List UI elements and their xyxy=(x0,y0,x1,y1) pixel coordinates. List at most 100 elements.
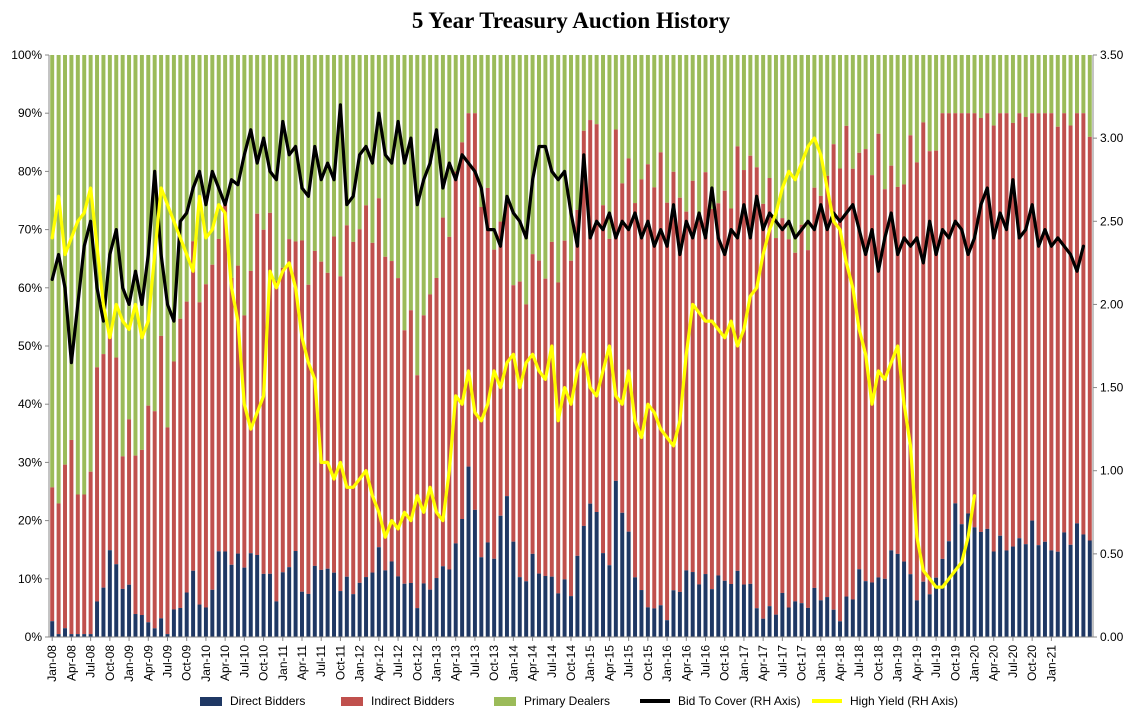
bar-indirect-bidders xyxy=(1075,113,1079,524)
bar-direct-bidders xyxy=(63,628,67,637)
legend-swatch xyxy=(640,699,670,703)
bar-primary-dealers xyxy=(639,55,644,180)
bar-primary-dealers xyxy=(50,55,55,488)
bar-primary-dealers xyxy=(370,55,375,243)
bar-indirect-bidders xyxy=(306,284,311,594)
bar-indirect-bidders xyxy=(998,113,1003,536)
bar-direct-bidders xyxy=(1075,523,1079,637)
bar-direct-bidders xyxy=(492,558,497,637)
bar-group xyxy=(517,55,522,637)
bar-indirect-bidders xyxy=(536,260,541,574)
bar-indirect-bidders xyxy=(850,168,855,600)
bar-group xyxy=(927,55,932,637)
bar-primary-dealers xyxy=(396,55,401,279)
y2-tick-label: 3.50 xyxy=(1100,48,1124,62)
bar-primary-dealers xyxy=(415,55,420,376)
bar-direct-bidders xyxy=(1042,541,1047,637)
bar-indirect-bidders xyxy=(466,113,471,467)
bar-indirect-bidders xyxy=(671,171,676,591)
bar-group xyxy=(998,55,1003,637)
bar-direct-bidders xyxy=(197,604,202,637)
y-tick-label: 20% xyxy=(18,514,42,528)
chart-area: 0% 10% 20% 30% 40% 50% 60% 70% 80% 90% 100% 0.00 0.5… xyxy=(11,48,1124,682)
bar-direct-bidders xyxy=(210,589,215,637)
bar-indirect-bidders xyxy=(287,239,292,568)
y2-tick-label: 2.00 xyxy=(1100,297,1124,311)
y2-tick-label: 3.00 xyxy=(1100,131,1124,145)
x-tick-label: Jan-11 xyxy=(276,645,290,681)
bar-primary-dealers xyxy=(844,55,849,126)
x-tick-label: Jul-17 xyxy=(775,645,789,678)
bar-primary-dealers xyxy=(364,55,369,206)
bar-group xyxy=(677,55,682,637)
x-tick-label: Oct-09 xyxy=(180,645,194,681)
bar-indirect-bidders xyxy=(171,361,176,610)
bar-primary-dealers xyxy=(677,55,682,198)
bar-group xyxy=(332,55,337,637)
bar-indirect-bidders xyxy=(325,272,330,569)
bar-primary-dealers xyxy=(998,55,1003,114)
legend: Direct Bidders Indirect Bidders Primary De… xyxy=(0,694,1142,714)
bar-indirect-bidders xyxy=(88,471,93,635)
bar-indirect-bidders xyxy=(114,357,119,565)
legend-swatch xyxy=(812,699,842,703)
bar-indirect-bidders xyxy=(517,281,522,578)
bar-primary-dealers xyxy=(152,55,157,412)
bar-indirect-bidders xyxy=(300,240,304,592)
legend-item: Indirect Bidders xyxy=(341,694,454,708)
legend-label: High Yield (RH Axis) xyxy=(850,694,959,708)
bar-group xyxy=(1055,55,1060,637)
bar-direct-bidders xyxy=(556,593,561,637)
bar-direct-bidders xyxy=(511,541,516,637)
bar-indirect-bidders xyxy=(569,260,573,597)
x-tick-label: Jul-15 xyxy=(622,645,636,678)
bar-group xyxy=(985,55,990,637)
bar-direct-bidders xyxy=(396,576,401,637)
legend-label: Bid To Cover (RH Axis) xyxy=(678,694,801,708)
bar-primary-dealers xyxy=(543,55,548,279)
bar-direct-bidders xyxy=(133,614,138,637)
bar-indirect-bidders xyxy=(889,165,894,551)
bar-direct-bidders xyxy=(581,525,586,637)
bar-indirect-bidders xyxy=(133,455,138,615)
bar-primary-dealers xyxy=(773,55,778,239)
bar-primary-dealers xyxy=(767,55,772,179)
x-tick-label: Apr-14 xyxy=(526,645,540,681)
bar-primary-dealers xyxy=(1055,55,1060,127)
bar-primary-dealers xyxy=(633,55,638,204)
y-tick-label: 60% xyxy=(18,281,42,295)
bar-direct-bidders xyxy=(780,592,785,637)
x-tick-label: Apr-08 xyxy=(64,645,78,681)
bar-indirect-bidders xyxy=(1017,113,1022,539)
bar-group xyxy=(735,55,740,637)
x-tick-label: Apr-16 xyxy=(679,645,693,681)
x-tick-label: Oct-17 xyxy=(795,645,809,681)
bar-group xyxy=(191,55,196,637)
bar-group xyxy=(645,55,650,637)
bar-group xyxy=(127,55,132,637)
bar-primary-dealers xyxy=(940,55,945,114)
bar-group xyxy=(620,55,625,637)
y-tick-label: 80% xyxy=(18,164,42,178)
bar-primary-dealers xyxy=(242,55,247,316)
bar-direct-bidders xyxy=(889,550,894,637)
bar-indirect-bidders xyxy=(870,175,875,583)
bar-group xyxy=(1017,55,1022,637)
bar-group xyxy=(889,55,894,637)
bar-group xyxy=(229,55,234,637)
x-tick-label: Jul-09 xyxy=(160,645,174,678)
bar-primary-dealers xyxy=(376,55,381,199)
bar-indirect-bidders xyxy=(178,318,183,608)
bar-direct-bidders xyxy=(434,578,439,637)
x-tick-label: Jul-11 xyxy=(314,645,328,677)
bar-primary-dealers xyxy=(235,55,240,266)
bar-indirect-bidders xyxy=(370,242,375,573)
x-tick-label: Jul-12 xyxy=(391,645,405,678)
bar-direct-bidders xyxy=(440,566,445,637)
bar-indirect-bidders xyxy=(472,113,477,510)
bar-primary-dealers xyxy=(171,55,176,362)
bar-indirect-bidders xyxy=(312,250,317,566)
bar-indirect-bidders xyxy=(101,354,106,588)
bar-primary-dealers xyxy=(120,55,125,457)
bar-direct-bidders xyxy=(152,628,157,637)
